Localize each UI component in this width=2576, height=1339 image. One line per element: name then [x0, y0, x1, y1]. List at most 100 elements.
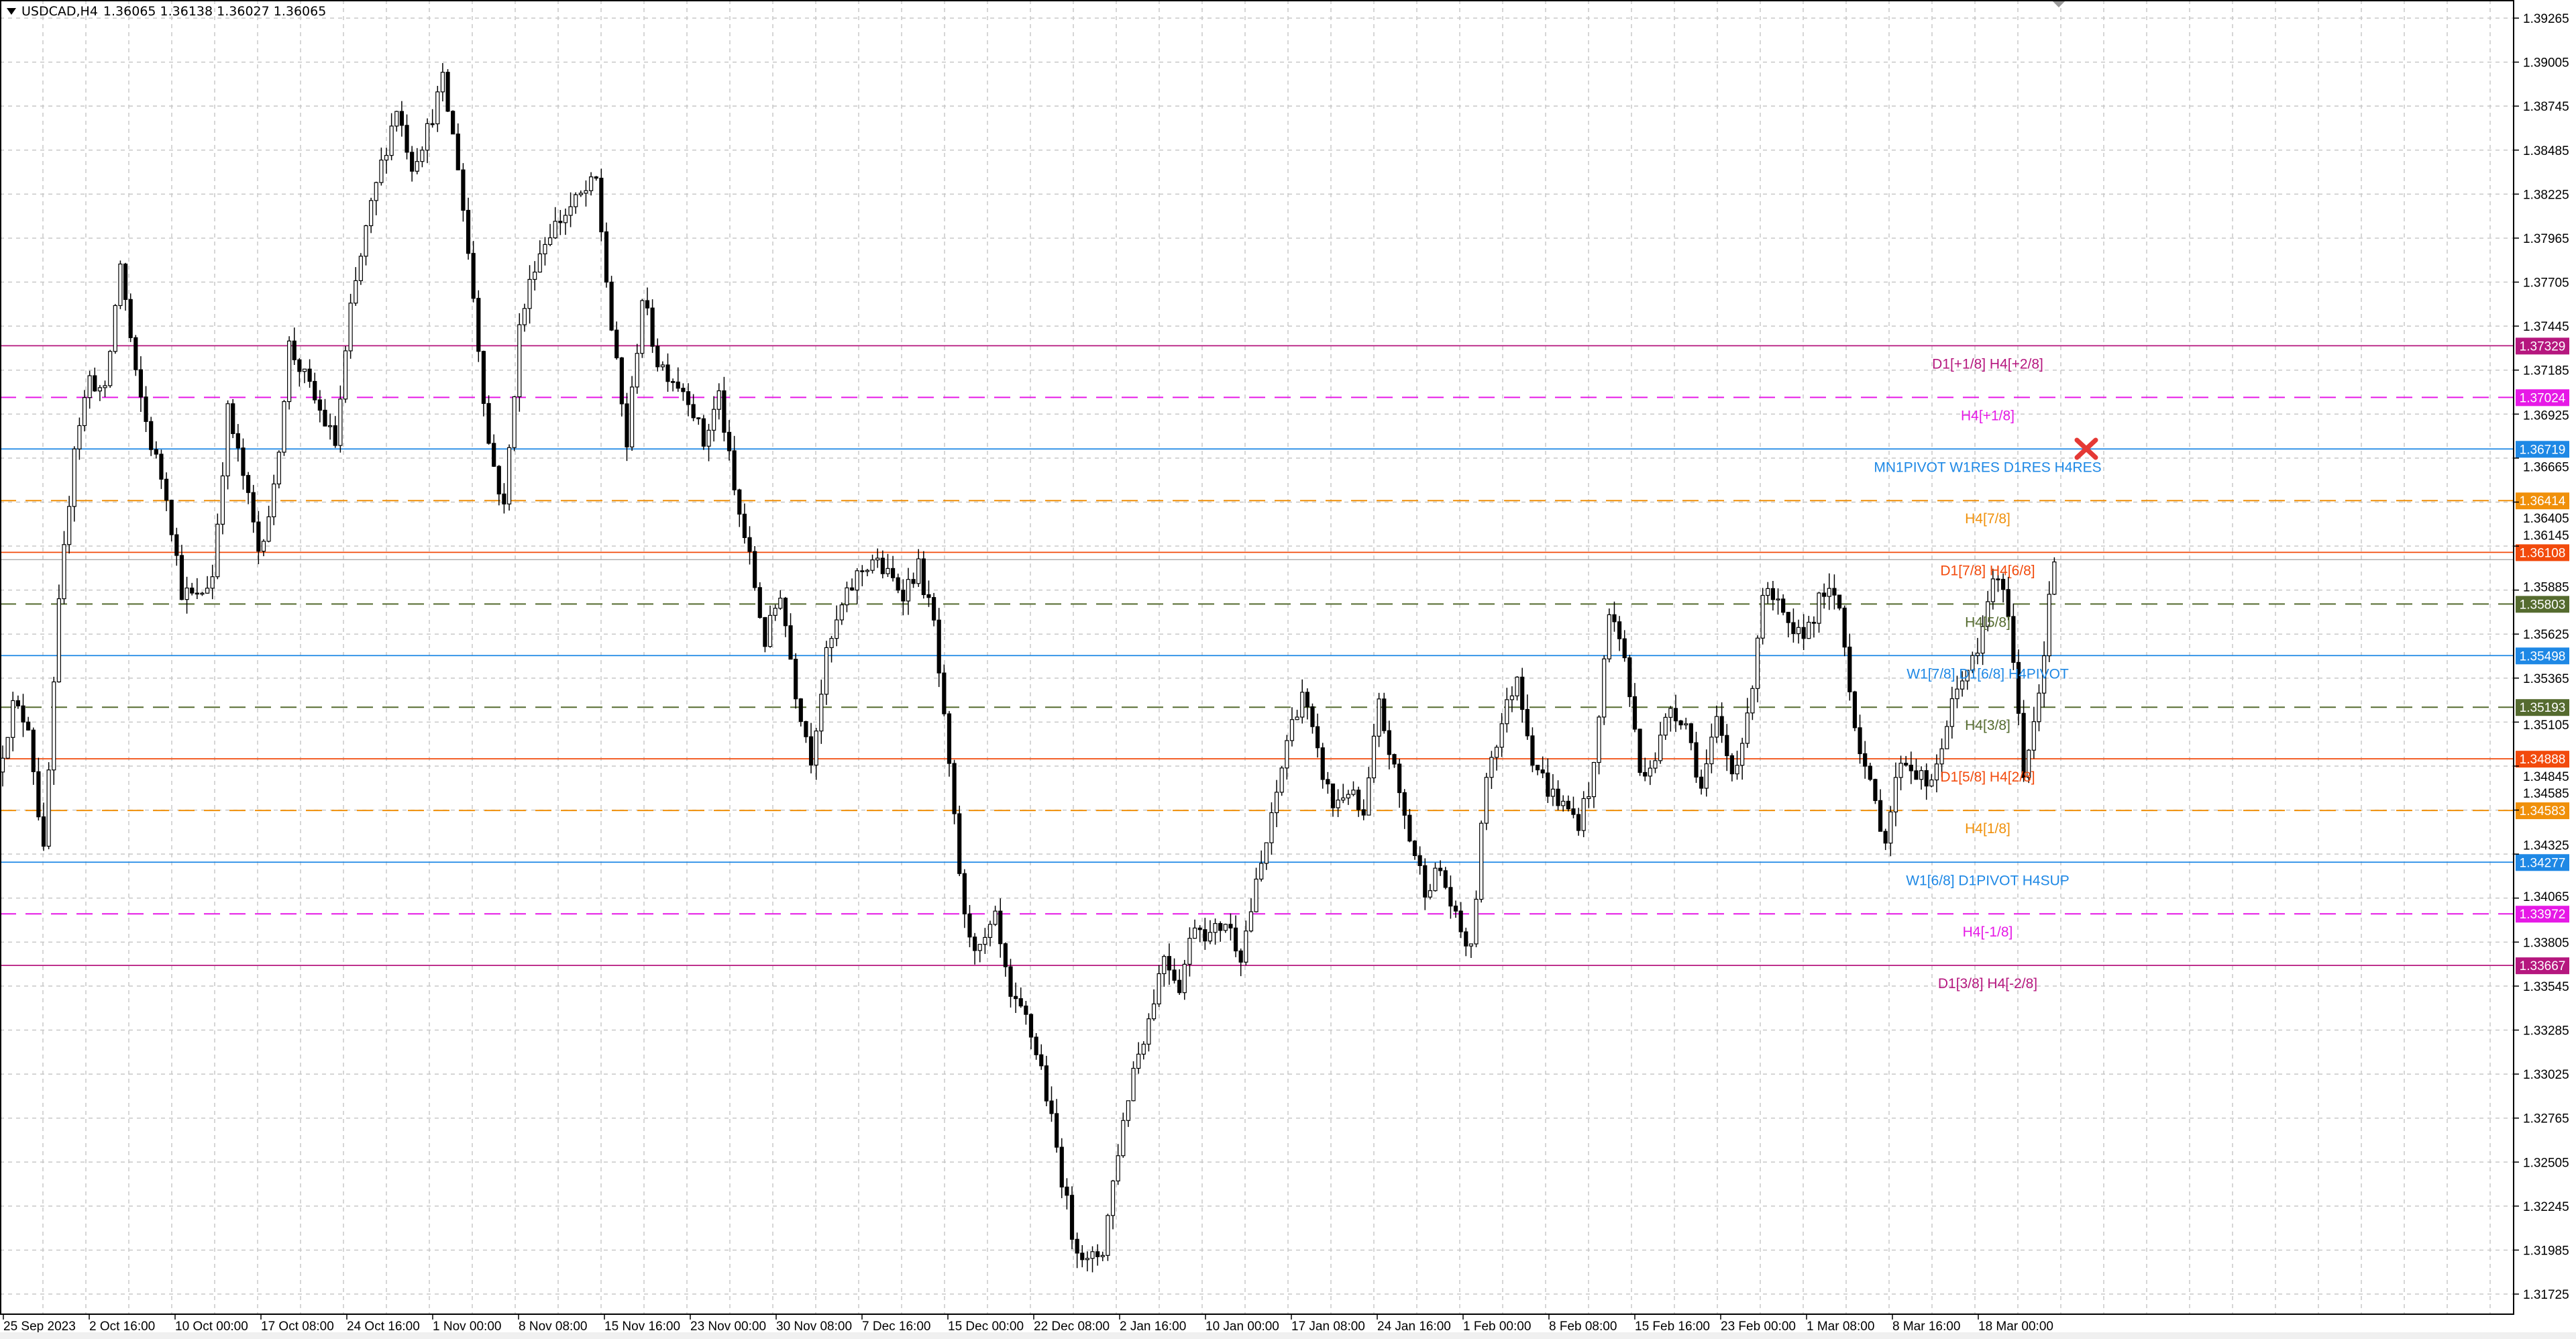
y-tick-label: 1.38225 [2523, 188, 2569, 202]
candle-body [1274, 792, 1279, 814]
candle-body [1279, 767, 1284, 793]
price-tag-label: 1.36108 [2520, 546, 2566, 560]
candle-body [1556, 788, 1560, 806]
level-labels: D1[+1/8] H4[+2/8] 1.37329 H4[+1/8] 1.37024 M… [1874, 337, 2569, 992]
candle-body [1648, 767, 1652, 777]
candle-body [824, 647, 829, 695]
candle-body [1208, 932, 1213, 942]
candle-body [307, 368, 312, 382]
candle-body [1811, 621, 1817, 624]
candle-body [1300, 692, 1305, 718]
candle-body [849, 587, 855, 591]
candle-body [1678, 720, 1683, 726]
candle-body [1244, 930, 1248, 963]
candle-body [588, 176, 594, 191]
candle-body [1116, 1155, 1120, 1182]
price-tag [2516, 337, 2569, 355]
candle-body [1888, 811, 1893, 844]
price-tag [2516, 492, 2569, 510]
candle-body [52, 681, 56, 771]
candle-body [665, 364, 670, 382]
price-tag [2516, 854, 2569, 871]
price-tag-label: 1.36719 [2520, 443, 2566, 457]
candle-body [1423, 865, 1428, 898]
dropdown-triangle-icon[interactable] [7, 8, 16, 15]
candle-body [1509, 695, 1515, 700]
level-label: H4[7/8] [1965, 511, 2010, 527]
candle-body [1069, 1195, 1075, 1240]
candle-body [246, 475, 251, 493]
candle-body [574, 194, 578, 207]
price-tag-label: 1.37024 [2520, 391, 2566, 405]
candle-body [123, 263, 128, 301]
y-tick-label: 1.33805 [2523, 936, 2569, 950]
candle-body [2027, 749, 2031, 778]
y-tick-label: 1.34845 [2523, 770, 2569, 784]
candle-body [1729, 755, 1734, 775]
y-tick-label: 1.35105 [2523, 718, 2569, 733]
candle-body [430, 123, 435, 125]
candle-body [1786, 612, 1790, 623]
candle-body [1525, 708, 1529, 737]
candle-body [15, 700, 20, 706]
candle-body [389, 125, 394, 156]
candle-body [261, 541, 266, 552]
candle-body [1980, 626, 1985, 654]
candle-body [179, 555, 184, 600]
candle-body [1668, 708, 1673, 718]
candle-body [533, 271, 537, 280]
candle-body [1822, 592, 1827, 597]
candle-body [1883, 831, 1888, 844]
candle-body [839, 604, 844, 621]
candle-body [2006, 589, 2010, 617]
candle-body [1213, 923, 1218, 933]
candle-body [952, 763, 957, 814]
candle-body [1110, 1180, 1116, 1216]
y-tick-label: 1.37705 [2523, 276, 2569, 290]
candle-body [128, 299, 133, 338]
candle-body [1766, 588, 1770, 596]
candle-body [1924, 770, 1929, 787]
red-x-icon[interactable] [2074, 437, 2098, 460]
candle-body [1714, 716, 1719, 738]
x-tick-label: 2 Jan 16:00 [1120, 1320, 1186, 1334]
level-label: D1[3/8] H4[-2/8] [1938, 976, 2037, 992]
candle-body [942, 672, 947, 714]
candle-body [1735, 765, 1739, 775]
candle-body [1898, 763, 1903, 778]
candle-body [62, 544, 66, 600]
candle-body [190, 587, 195, 594]
candle-body [763, 617, 767, 647]
candle-body [1254, 878, 1258, 912]
candle-body [2031, 721, 2036, 751]
candle-body [297, 359, 302, 372]
candle-body [210, 576, 215, 589]
candle-body [732, 450, 737, 490]
symbol-label: USDCAD,H4 [21, 4, 98, 19]
candle-body [1965, 670, 1970, 682]
candle-body [547, 237, 553, 246]
candle-body [783, 598, 788, 627]
candle-body [722, 390, 727, 433]
candle-body [455, 133, 460, 170]
candle-body [1024, 1006, 1028, 1015]
candle-body [885, 568, 890, 574]
candle-body [1197, 927, 1202, 930]
candle-body [1842, 607, 1847, 648]
candle-body [1479, 822, 1484, 900]
candle-body [814, 731, 818, 766]
candle-body [1131, 1067, 1136, 1102]
candle-body [440, 72, 445, 93]
x-tick-label: 25 Sep 2023 [3, 1320, 76, 1334]
candle-body [502, 493, 506, 504]
candle-body [1863, 753, 1868, 767]
candle-body [563, 215, 568, 223]
x-tick-label: 2 Oct 16:00 [89, 1320, 155, 1334]
candle-body [1172, 969, 1177, 981]
candle-body [1218, 923, 1223, 931]
candle-body [973, 936, 977, 951]
candle-body [829, 638, 834, 648]
candle-body [1617, 621, 1622, 639]
candle-body [712, 409, 716, 431]
